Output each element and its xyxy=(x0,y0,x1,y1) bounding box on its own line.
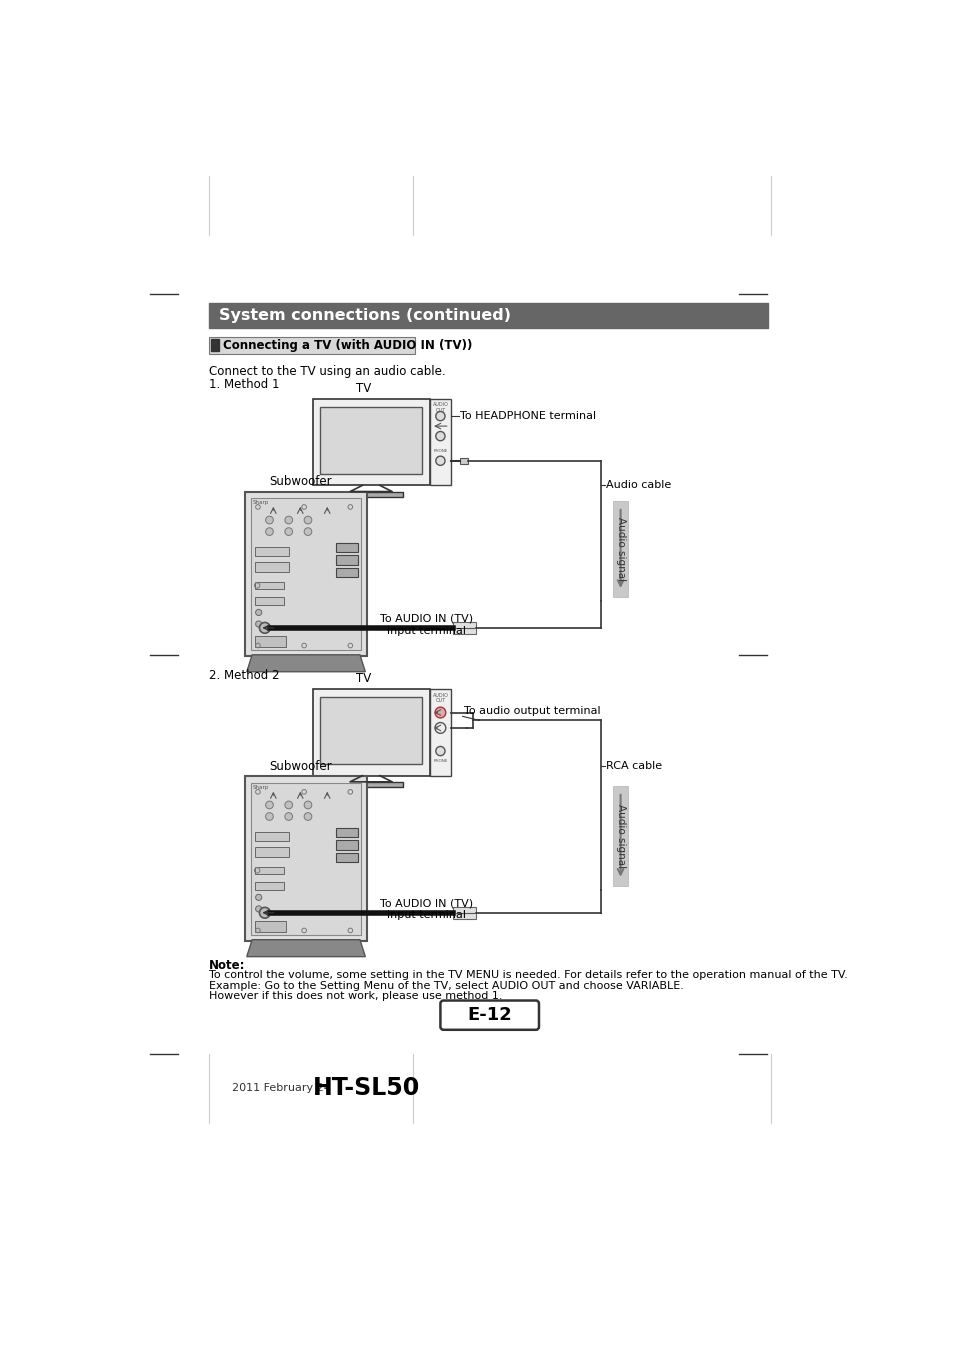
Circle shape xyxy=(436,456,444,466)
FancyBboxPatch shape xyxy=(429,690,451,776)
Text: RCA cable: RCA cable xyxy=(605,761,661,771)
Circle shape xyxy=(259,907,270,918)
Circle shape xyxy=(285,516,293,524)
FancyBboxPatch shape xyxy=(245,776,367,941)
Text: Sharp: Sharp xyxy=(253,500,269,505)
FancyBboxPatch shape xyxy=(338,491,403,497)
Text: AUDIO
OUT: AUDIO OUT xyxy=(432,693,448,703)
FancyBboxPatch shape xyxy=(440,1000,538,1030)
FancyBboxPatch shape xyxy=(336,555,357,564)
FancyBboxPatch shape xyxy=(336,828,357,837)
Circle shape xyxy=(255,609,261,616)
Text: 1. Method 1: 1. Method 1 xyxy=(209,378,279,392)
Text: PHONE: PHONE xyxy=(433,450,447,454)
FancyBboxPatch shape xyxy=(336,853,357,861)
FancyBboxPatch shape xyxy=(254,848,289,856)
Text: Example: Go to the Setting Menu of the TV, select AUDIO OUT and choose VARIABLE.: Example: Go to the Setting Menu of the T… xyxy=(209,980,682,991)
Circle shape xyxy=(435,707,445,718)
FancyBboxPatch shape xyxy=(320,697,421,764)
FancyBboxPatch shape xyxy=(612,786,628,886)
Text: However if this does not work, please use method 1.: However if this does not work, please us… xyxy=(209,991,501,1002)
Text: Connecting a TV (with AUDIO IN (TV)): Connecting a TV (with AUDIO IN (TV)) xyxy=(222,339,472,352)
Text: AUDIO
OUT: AUDIO OUT xyxy=(432,402,448,413)
Circle shape xyxy=(255,894,261,900)
Text: HT-SL50: HT-SL50 xyxy=(313,1076,419,1100)
Text: Note:: Note: xyxy=(209,958,245,972)
Text: To audio output terminal: To audio output terminal xyxy=(464,706,600,716)
Text: To AUDIO IN (TV)
input terminal: To AUDIO IN (TV) input terminal xyxy=(379,614,473,636)
FancyBboxPatch shape xyxy=(336,568,357,576)
FancyBboxPatch shape xyxy=(254,867,284,875)
Text: TV: TV xyxy=(355,672,371,684)
Text: To AUDIO IN (TV)
input terminal: To AUDIO IN (TV) input terminal xyxy=(379,899,473,921)
FancyBboxPatch shape xyxy=(313,690,429,776)
Text: 2. Method 2: 2. Method 2 xyxy=(209,670,279,683)
Circle shape xyxy=(255,906,261,913)
Circle shape xyxy=(304,813,312,821)
Circle shape xyxy=(436,432,444,440)
Circle shape xyxy=(255,621,261,628)
Circle shape xyxy=(435,722,445,733)
Circle shape xyxy=(265,528,274,536)
Text: Subwoofer: Subwoofer xyxy=(269,475,332,489)
FancyBboxPatch shape xyxy=(254,582,284,590)
FancyBboxPatch shape xyxy=(251,783,361,936)
Polygon shape xyxy=(247,655,365,672)
FancyBboxPatch shape xyxy=(320,406,421,474)
FancyBboxPatch shape xyxy=(254,921,285,931)
FancyBboxPatch shape xyxy=(612,501,628,597)
FancyBboxPatch shape xyxy=(336,840,357,849)
Circle shape xyxy=(285,801,293,809)
Circle shape xyxy=(304,801,312,809)
FancyBboxPatch shape xyxy=(429,400,451,486)
Text: TV: TV xyxy=(355,382,371,394)
Polygon shape xyxy=(247,940,365,957)
Circle shape xyxy=(285,528,293,536)
FancyBboxPatch shape xyxy=(209,302,767,328)
FancyBboxPatch shape xyxy=(313,400,429,486)
Circle shape xyxy=(304,528,312,536)
Text: Sharp: Sharp xyxy=(253,784,269,790)
FancyBboxPatch shape xyxy=(453,622,476,634)
Circle shape xyxy=(259,622,270,633)
FancyBboxPatch shape xyxy=(251,498,361,651)
Text: System connections (continued): System connections (continued) xyxy=(218,308,510,323)
Text: PHONE: PHONE xyxy=(433,759,447,763)
FancyBboxPatch shape xyxy=(453,907,476,919)
Circle shape xyxy=(265,813,274,821)
FancyBboxPatch shape xyxy=(209,336,415,354)
Circle shape xyxy=(285,813,293,821)
FancyBboxPatch shape xyxy=(254,563,289,571)
FancyBboxPatch shape xyxy=(254,636,285,647)
Circle shape xyxy=(436,747,444,756)
FancyBboxPatch shape xyxy=(254,547,289,556)
FancyBboxPatch shape xyxy=(245,491,367,656)
Text: Audio signal: Audio signal xyxy=(615,517,625,580)
Text: To HEADPHONE terminal: To HEADPHONE terminal xyxy=(460,412,596,421)
Text: Subwoofer: Subwoofer xyxy=(269,760,332,774)
Text: Connect to the TV using an audio cable.: Connect to the TV using an audio cable. xyxy=(209,366,445,378)
FancyBboxPatch shape xyxy=(211,339,219,351)
Circle shape xyxy=(304,516,312,524)
Text: To control the volume, some setting in the TV MENU is needed. For details refer : To control the volume, some setting in t… xyxy=(209,969,846,980)
FancyBboxPatch shape xyxy=(254,882,284,890)
FancyBboxPatch shape xyxy=(460,458,468,464)
Circle shape xyxy=(265,516,274,524)
FancyBboxPatch shape xyxy=(254,597,284,605)
FancyBboxPatch shape xyxy=(254,832,289,841)
Circle shape xyxy=(436,412,444,421)
Text: E-12: E-12 xyxy=(467,1006,512,1025)
FancyBboxPatch shape xyxy=(336,543,357,552)
Text: 2011 February 24: 2011 February 24 xyxy=(232,1083,331,1094)
Text: Audio cable: Audio cable xyxy=(605,481,671,490)
Text: Audio signal: Audio signal xyxy=(615,803,625,868)
Circle shape xyxy=(265,801,274,809)
FancyBboxPatch shape xyxy=(338,782,403,787)
